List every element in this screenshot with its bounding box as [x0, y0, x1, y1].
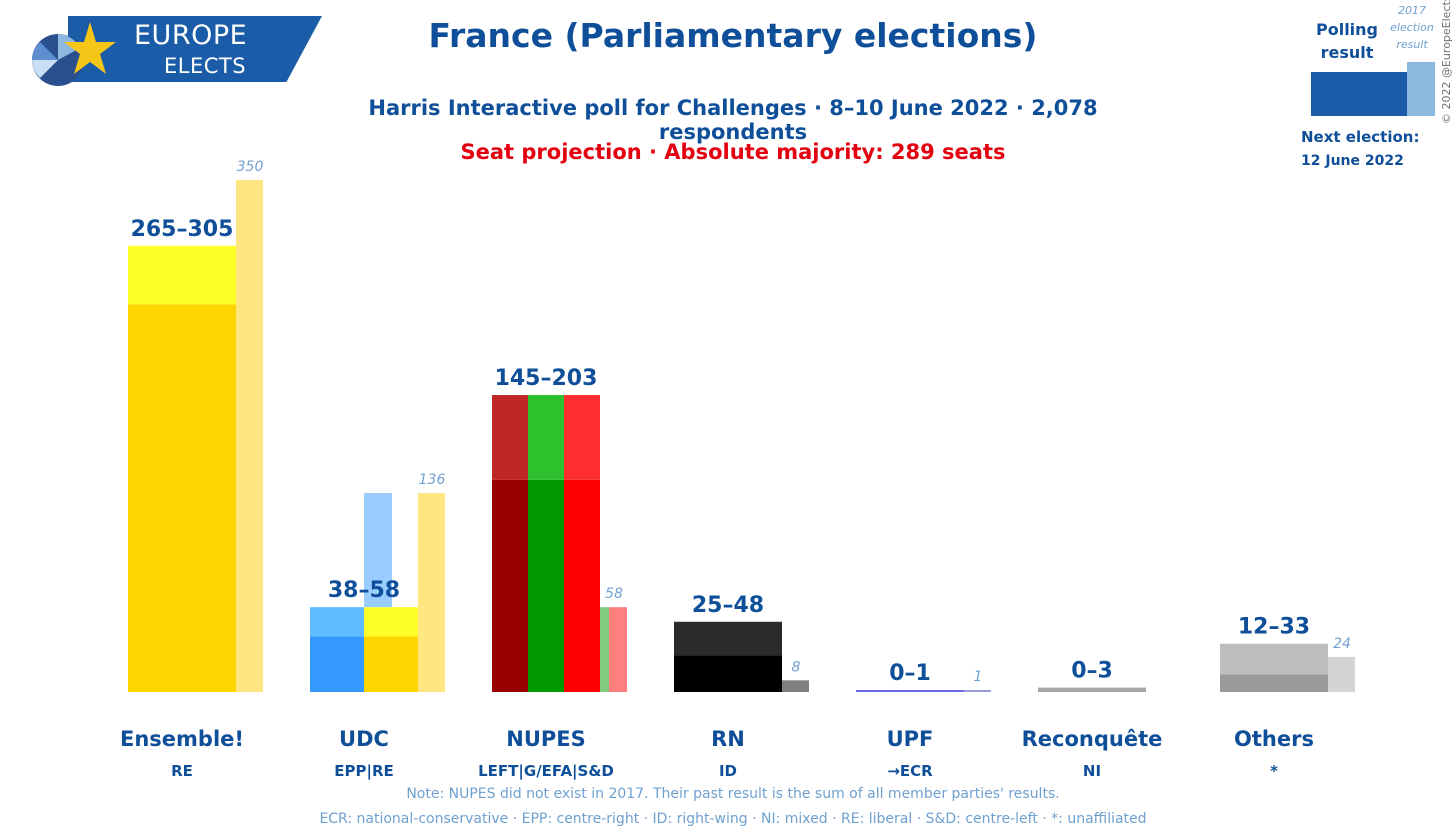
bar-others-low — [1220, 674, 1328, 692]
bar-nupes-range-0 — [492, 395, 528, 480]
bar-udc-lr-low — [310, 636, 364, 692]
bar-nupes-low-1 — [528, 479, 564, 692]
europe-elects-logo: EUROPE ELECTS — [28, 16, 328, 86]
bar-ensemble--range — [128, 245, 236, 305]
footnote-groups: ECR: national-conservative · EPP: centre… — [319, 811, 1147, 827]
party-name-reconqu-te: Reconquête — [1022, 727, 1163, 751]
bar-ensemble--low — [128, 304, 236, 692]
party-name-ensemble-: Ensemble! — [120, 727, 244, 751]
next-election-label: Next election: — [1301, 128, 1420, 146]
party-name-upf: UPF — [887, 727, 934, 751]
prev-label-udc: 136 — [419, 472, 446, 488]
range-label-ensemble-: 265–305 — [131, 217, 234, 242]
party-group-udc: EPP|RE — [334, 762, 394, 781]
bar-upf-range — [856, 690, 964, 692]
legend-polling-swatch — [1311, 72, 1407, 116]
bar-nupes-range-1 — [528, 395, 564, 480]
party-group-others: * — [1270, 762, 1278, 780]
bar-udc-2017-lr — [364, 493, 392, 608]
range-label-udc: 38–58 — [328, 578, 400, 603]
range-label-rn: 25–48 — [692, 593, 764, 618]
legend-2017-swatch — [1407, 62, 1435, 116]
footnote-nupes: Note: NUPES did not exist in 2017. Their… — [406, 786, 1060, 802]
range-label-upf: 0–1 — [889, 661, 931, 686]
party-group-reconqu-te: NI — [1083, 762, 1101, 780]
bar-nupes-low-2 — [564, 479, 600, 692]
logo-banner — [68, 16, 322, 82]
next-election-date: 12 June 2022 — [1301, 153, 1404, 169]
party-group-nupes: LEFT|G/EFA|S&D — [478, 762, 614, 781]
prev-label-ensemble-: 350 — [237, 159, 264, 175]
bar-nupes-2017-1 — [609, 607, 627, 692]
logo-text-elects: ELECTS — [164, 54, 247, 78]
party-name-nupes: NUPES — [506, 727, 586, 751]
bar-rn-2017 — [782, 680, 809, 692]
legend-2017-label: 2017 election result — [1390, 4, 1434, 51]
range-label-reconqu-te: 0–3 — [1071, 659, 1113, 684]
prev-label-nupes: 58 — [605, 586, 623, 602]
bar-nupes-low-0 — [492, 479, 528, 692]
bar-udc-udi-low — [364, 636, 418, 692]
party-name-udc: UDC — [339, 727, 389, 751]
party-name-others: Others — [1234, 727, 1314, 751]
bar-ensemble--2017 — [236, 180, 263, 692]
party-group-rn: ID — [719, 762, 737, 780]
party-group-ensemble-: RE — [171, 762, 193, 780]
chart-subtitle: Harris Interactive poll for Challenges ·… — [368, 96, 1098, 144]
range-label-nupes: 145–203 — [495, 366, 598, 391]
bar-udc-lr-range — [310, 607, 364, 637]
bar-nupes-range-2 — [564, 395, 600, 480]
bar-udc-udi-range — [364, 607, 418, 637]
prev-label-upf: 1 — [974, 669, 983, 685]
party-group-upf: →ECR — [887, 762, 933, 780]
chart-title: France (Parliamentary elections) — [428, 16, 1038, 55]
bar-udc-2017 — [418, 493, 445, 692]
party-name-rn: RN — [711, 727, 745, 751]
bar-rn-low — [674, 655, 782, 692]
seat-projection-note: Seat projection · Absolute majority: 289… — [460, 140, 1006, 164]
bar-nupes-2017-0 — [600, 607, 609, 692]
range-label-others: 12–33 — [1238, 615, 1310, 640]
logo-text-europe: EUROPE — [134, 20, 248, 51]
prev-label-rn: 8 — [792, 659, 801, 675]
bar-upf-2017 — [964, 690, 991, 692]
bar-rn-range — [674, 621, 782, 656]
bar-others-range — [1220, 643, 1328, 675]
legend-polling-label: Polling result — [1315, 20, 1378, 62]
prev-label-others: 24 — [1333, 636, 1351, 652]
logo-globe-star-icon — [32, 22, 116, 86]
bar-others-2017 — [1328, 656, 1355, 692]
bar-reconqu-te-range — [1038, 687, 1146, 692]
